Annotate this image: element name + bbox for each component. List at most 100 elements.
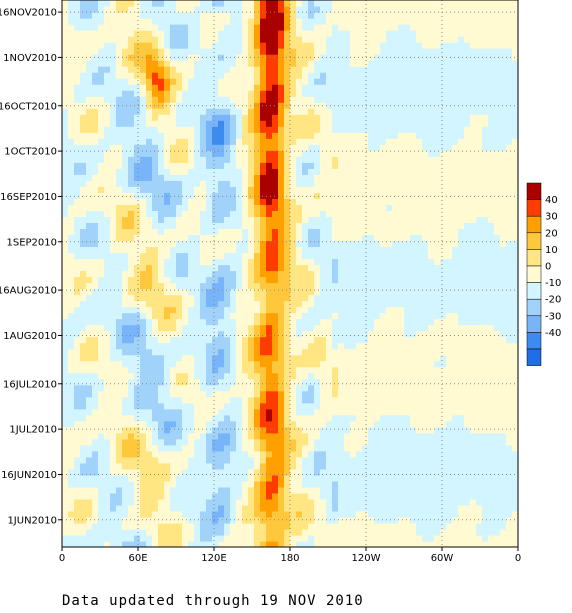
field-cell (278, 162, 285, 169)
field-cell (338, 30, 345, 37)
field-cell (236, 342, 243, 350)
field-cell (278, 324, 285, 332)
field-cell (344, 126, 351, 133)
field-cell (314, 522, 321, 530)
field-cell (254, 216, 261, 224)
field-cell (224, 174, 231, 181)
field-cell (236, 192, 243, 199)
field-cell (272, 168, 279, 175)
field-cell (146, 534, 153, 542)
field-cell (206, 264, 213, 272)
field-cell (206, 510, 213, 518)
field-cell (110, 126, 117, 133)
field-cell (260, 522, 267, 530)
field-cell (308, 456, 315, 464)
field-cell (326, 432, 333, 440)
field-cell (290, 450, 297, 458)
field-cell (278, 420, 285, 428)
field-cell (374, 168, 381, 175)
field-cell (170, 246, 177, 254)
field-cell (206, 324, 213, 332)
field-cell (98, 402, 105, 410)
field-cell (242, 114, 249, 121)
field-cell (374, 270, 381, 278)
field-cell (314, 192, 321, 199)
field-cell (344, 294, 351, 302)
field-cell (338, 90, 345, 97)
field-cell (290, 84, 297, 91)
field-cell (152, 516, 159, 524)
field-cell (332, 168, 339, 175)
field-cell (86, 420, 93, 428)
field-cell (320, 372, 327, 380)
field-cell (344, 270, 351, 278)
field-cell (152, 204, 159, 211)
field-cell (386, 456, 393, 464)
field-cell (140, 198, 147, 205)
field-cell (182, 390, 189, 398)
field-cell (284, 264, 291, 272)
field-cell (188, 108, 195, 115)
field-cell (188, 534, 195, 542)
field-cell (320, 180, 327, 187)
field-cell (164, 96, 171, 103)
field-cell (146, 144, 153, 151)
field-cell (134, 480, 141, 488)
field-cell (158, 480, 165, 488)
field-cell (164, 228, 171, 236)
field-cell (110, 204, 117, 211)
field-cell (170, 516, 177, 524)
field-cell (182, 228, 189, 236)
field-cell (194, 156, 201, 163)
field-cell (260, 48, 267, 55)
field-cell (332, 120, 339, 127)
field-cell (218, 198, 225, 205)
field-cell (230, 252, 237, 260)
field-cell (356, 42, 363, 49)
field-cell (260, 114, 267, 121)
field-cell (224, 228, 231, 236)
field-cell (140, 54, 147, 61)
field-cell (128, 120, 135, 127)
field-cell (320, 426, 327, 434)
field-cell (224, 126, 231, 133)
field-cell (290, 96, 297, 103)
field-cell (230, 312, 237, 320)
field-cell (194, 540, 201, 547)
field-cell (146, 396, 153, 404)
field-cell (356, 174, 363, 181)
field-cell (266, 234, 273, 242)
field-cell (182, 396, 189, 404)
field-cell (320, 522, 327, 530)
field-cell (266, 378, 273, 386)
field-cell (176, 324, 183, 332)
field-cell (380, 66, 387, 73)
field-cell (92, 438, 99, 446)
field-cell (344, 444, 351, 452)
field-cell (290, 12, 297, 19)
field-cell (266, 504, 273, 512)
field-cell (380, 312, 387, 320)
field-cell (290, 504, 297, 512)
field-cell (134, 144, 141, 151)
field-cell (206, 294, 213, 302)
field-cell (74, 510, 81, 518)
field-cell (326, 468, 333, 476)
field-cell (128, 138, 135, 145)
field-cell (182, 258, 189, 266)
field-cell (266, 540, 273, 547)
field-cell (158, 444, 165, 452)
field-cell (260, 42, 267, 49)
field-cell (92, 66, 99, 73)
field-cell (68, 60, 75, 67)
field-cell (230, 54, 237, 61)
field-cell (302, 12, 309, 19)
field-cell (206, 444, 213, 452)
field-cell (158, 78, 165, 85)
field-cell (146, 30, 153, 37)
field-cell (368, 246, 375, 254)
field-cell (314, 78, 321, 85)
field-cell (296, 504, 303, 512)
field-cell (68, 186, 75, 193)
field-cell (80, 516, 87, 524)
